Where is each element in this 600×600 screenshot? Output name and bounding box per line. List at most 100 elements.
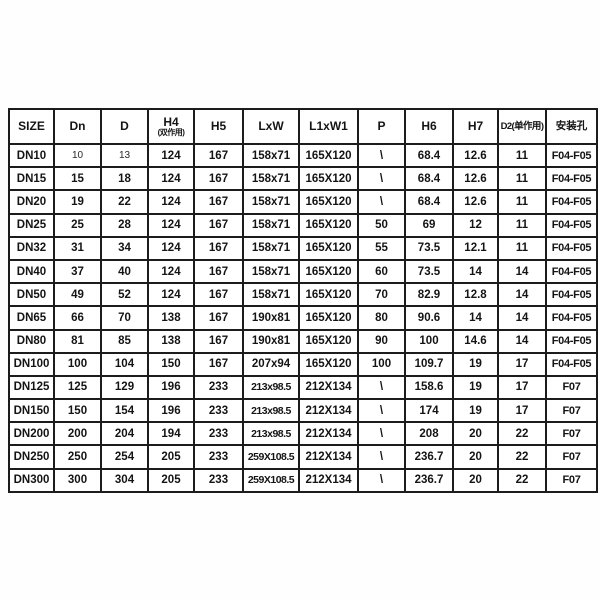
cell-d2: 22 [497, 421, 547, 447]
cell-d2: 14 [497, 328, 547, 354]
cell-mount: F04-F05 [545, 235, 598, 261]
cell-mount: F04-F05 [545, 166, 598, 192]
table-row: DN300 300 304 205 233 259X108.5 212X134 \ 236.7 2… [8, 467, 598, 494]
cell-h5: 233 [193, 398, 244, 424]
cell-h6: 68.4 [404, 142, 454, 169]
cell-h7: 12.6 [452, 166, 499, 192]
cell-lxw: 213x98.5 [242, 421, 300, 447]
cell-d: 34 [100, 235, 149, 261]
cell-h4: 196 [147, 398, 195, 424]
cell-l1xw1: 165X120 [298, 328, 359, 354]
cell-dn: 10 [53, 142, 102, 169]
cell-h4: 196 [147, 374, 195, 401]
cell-d: 40 [100, 258, 149, 285]
table-row: DN125 125 129 196 233 213x98.5 212X134 \ 158.6 19… [8, 374, 598, 401]
cell-l1xw1: 165X120 [298, 142, 359, 169]
table-row: DN100 100 104 150 167 207x94 165X120 100 109.7 19… [8, 351, 598, 377]
cell-p: 55 [357, 235, 406, 261]
header-row: SIZE Dn D H4 (双作用) H5 LxW L1xW1 P H6 H7 D2(单作用) 安装孔 [8, 108, 598, 145]
table-row: DN32 31 34 124 167 158x71 165X120 55 73.5 12.1 11 F… [8, 235, 598, 261]
cell-l1xw1: 165X120 [298, 351, 359, 377]
cell-h4: 124 [147, 212, 195, 238]
cell-h7: 20 [452, 444, 499, 470]
cell-d: 28 [100, 212, 149, 238]
cell-h6: 109.7 [404, 351, 454, 377]
cell-l1xw1: 165X120 [298, 258, 359, 285]
table-row: DN200 200 204 194 233 213x98.5 212X134 \ 208 20 22… [8, 421, 598, 447]
cell-d: 52 [100, 282, 149, 308]
cell-h7: 12.8 [452, 282, 499, 308]
cell-d: 13 [100, 142, 149, 169]
table-row: DN15 15 18 124 167 158x71 165X120 \ 68.4 12.6 11 F0… [8, 166, 598, 192]
cell-lxw: 158x71 [242, 142, 300, 169]
header-sublabel: (双作用) [157, 127, 185, 137]
cell-l1xw1: 165X120 [298, 212, 359, 238]
cell-lxw: 213x98.5 [242, 374, 300, 401]
header-cell-size: SIZE [8, 108, 55, 145]
table-row: DN150 150 154 196 233 213x98.5 212X134 \ 174 19 17… [8, 398, 598, 424]
cell-h5: 233 [193, 444, 244, 470]
header-cell-lxw: LxW [242, 108, 300, 145]
cell-d: 254 [100, 444, 149, 470]
cell-p: \ [357, 166, 406, 192]
cell-lxw: 207x94 [242, 351, 300, 377]
cell-h4: 124 [147, 189, 195, 215]
cell-h6: 82.9 [404, 282, 454, 308]
table-row: DN80 81 85 138 167 190x81 165X120 90 100 14.6 14 F0… [8, 328, 598, 354]
cell-dn: 100 [53, 351, 102, 377]
table-row: DN65 66 70 138 167 190x81 165X120 80 90.6 14 14 F04… [8, 305, 598, 331]
cell-lxw: 190x81 [242, 305, 300, 331]
cell-p: 100 [357, 351, 406, 377]
cell-h6: 174 [404, 398, 454, 424]
cell-h5: 233 [193, 421, 244, 447]
cell-p: \ [357, 421, 406, 447]
cell-dn: 125 [53, 374, 102, 401]
cell-h5: 167 [193, 189, 244, 215]
cell-d: 304 [100, 467, 149, 494]
cell-size: DN50 [8, 282, 55, 308]
cell-h4: 124 [147, 258, 195, 285]
table-row: DN40 37 40 124 167 158x71 165X120 60 73.5 14 14 F04… [8, 258, 598, 285]
cell-h7: 12 [452, 212, 499, 238]
cell-d: 85 [100, 328, 149, 354]
cell-h5: 167 [193, 235, 244, 261]
cell-h5: 167 [193, 282, 244, 308]
cell-p: 60 [357, 258, 406, 285]
cell-p: \ [357, 467, 406, 494]
cell-h4: 124 [147, 166, 195, 192]
cell-size: DN100 [8, 351, 55, 377]
cell-h4: 124 [147, 235, 195, 261]
cell-d2: 14 [497, 282, 547, 308]
cell-h6: 68.4 [404, 166, 454, 192]
cell-h4: 205 [147, 467, 195, 494]
header-cell-h4: H4 (双作用) [147, 108, 195, 145]
cell-lxw: 158x71 [242, 189, 300, 215]
cell-p: \ [357, 398, 406, 424]
cell-h4: 138 [147, 328, 195, 354]
header-cell-h7: H7 [452, 108, 499, 145]
cell-h7: 14 [452, 258, 499, 285]
cell-h7: 14.6 [452, 328, 499, 354]
cell-d2: 11 [497, 166, 547, 192]
cell-d2: 22 [497, 467, 547, 494]
cell-size: DN10 [8, 142, 55, 169]
cell-mount: F07 [545, 398, 598, 424]
cell-mount: F04-F05 [545, 212, 598, 238]
cell-p: 90 [357, 328, 406, 354]
dimension-spec-table: SIZE Dn D H4 (双作用) H5 LxW L1xW1 P H6 H7 D2(单作用) 安装孔 … [8, 108, 598, 494]
header-cell-h5: H5 [193, 108, 244, 145]
cell-lxw: 158x71 [242, 235, 300, 261]
cell-mount: F07 [545, 444, 598, 470]
cell-dn: 200 [53, 421, 102, 447]
cell-h4: 124 [147, 282, 195, 308]
header-cell-h6: H6 [404, 108, 454, 145]
cell-h5: 167 [193, 328, 244, 354]
cell-h7: 12.1 [452, 235, 499, 261]
cell-p: \ [357, 142, 406, 169]
cell-size: DN300 [8, 467, 55, 494]
header-cell-mount: 安装孔 [545, 108, 598, 145]
cell-lxw: 158x71 [242, 258, 300, 285]
cell-h7: 14 [452, 305, 499, 331]
cell-l1xw1: 212X134 [298, 467, 359, 494]
cell-dn: 19 [53, 189, 102, 215]
